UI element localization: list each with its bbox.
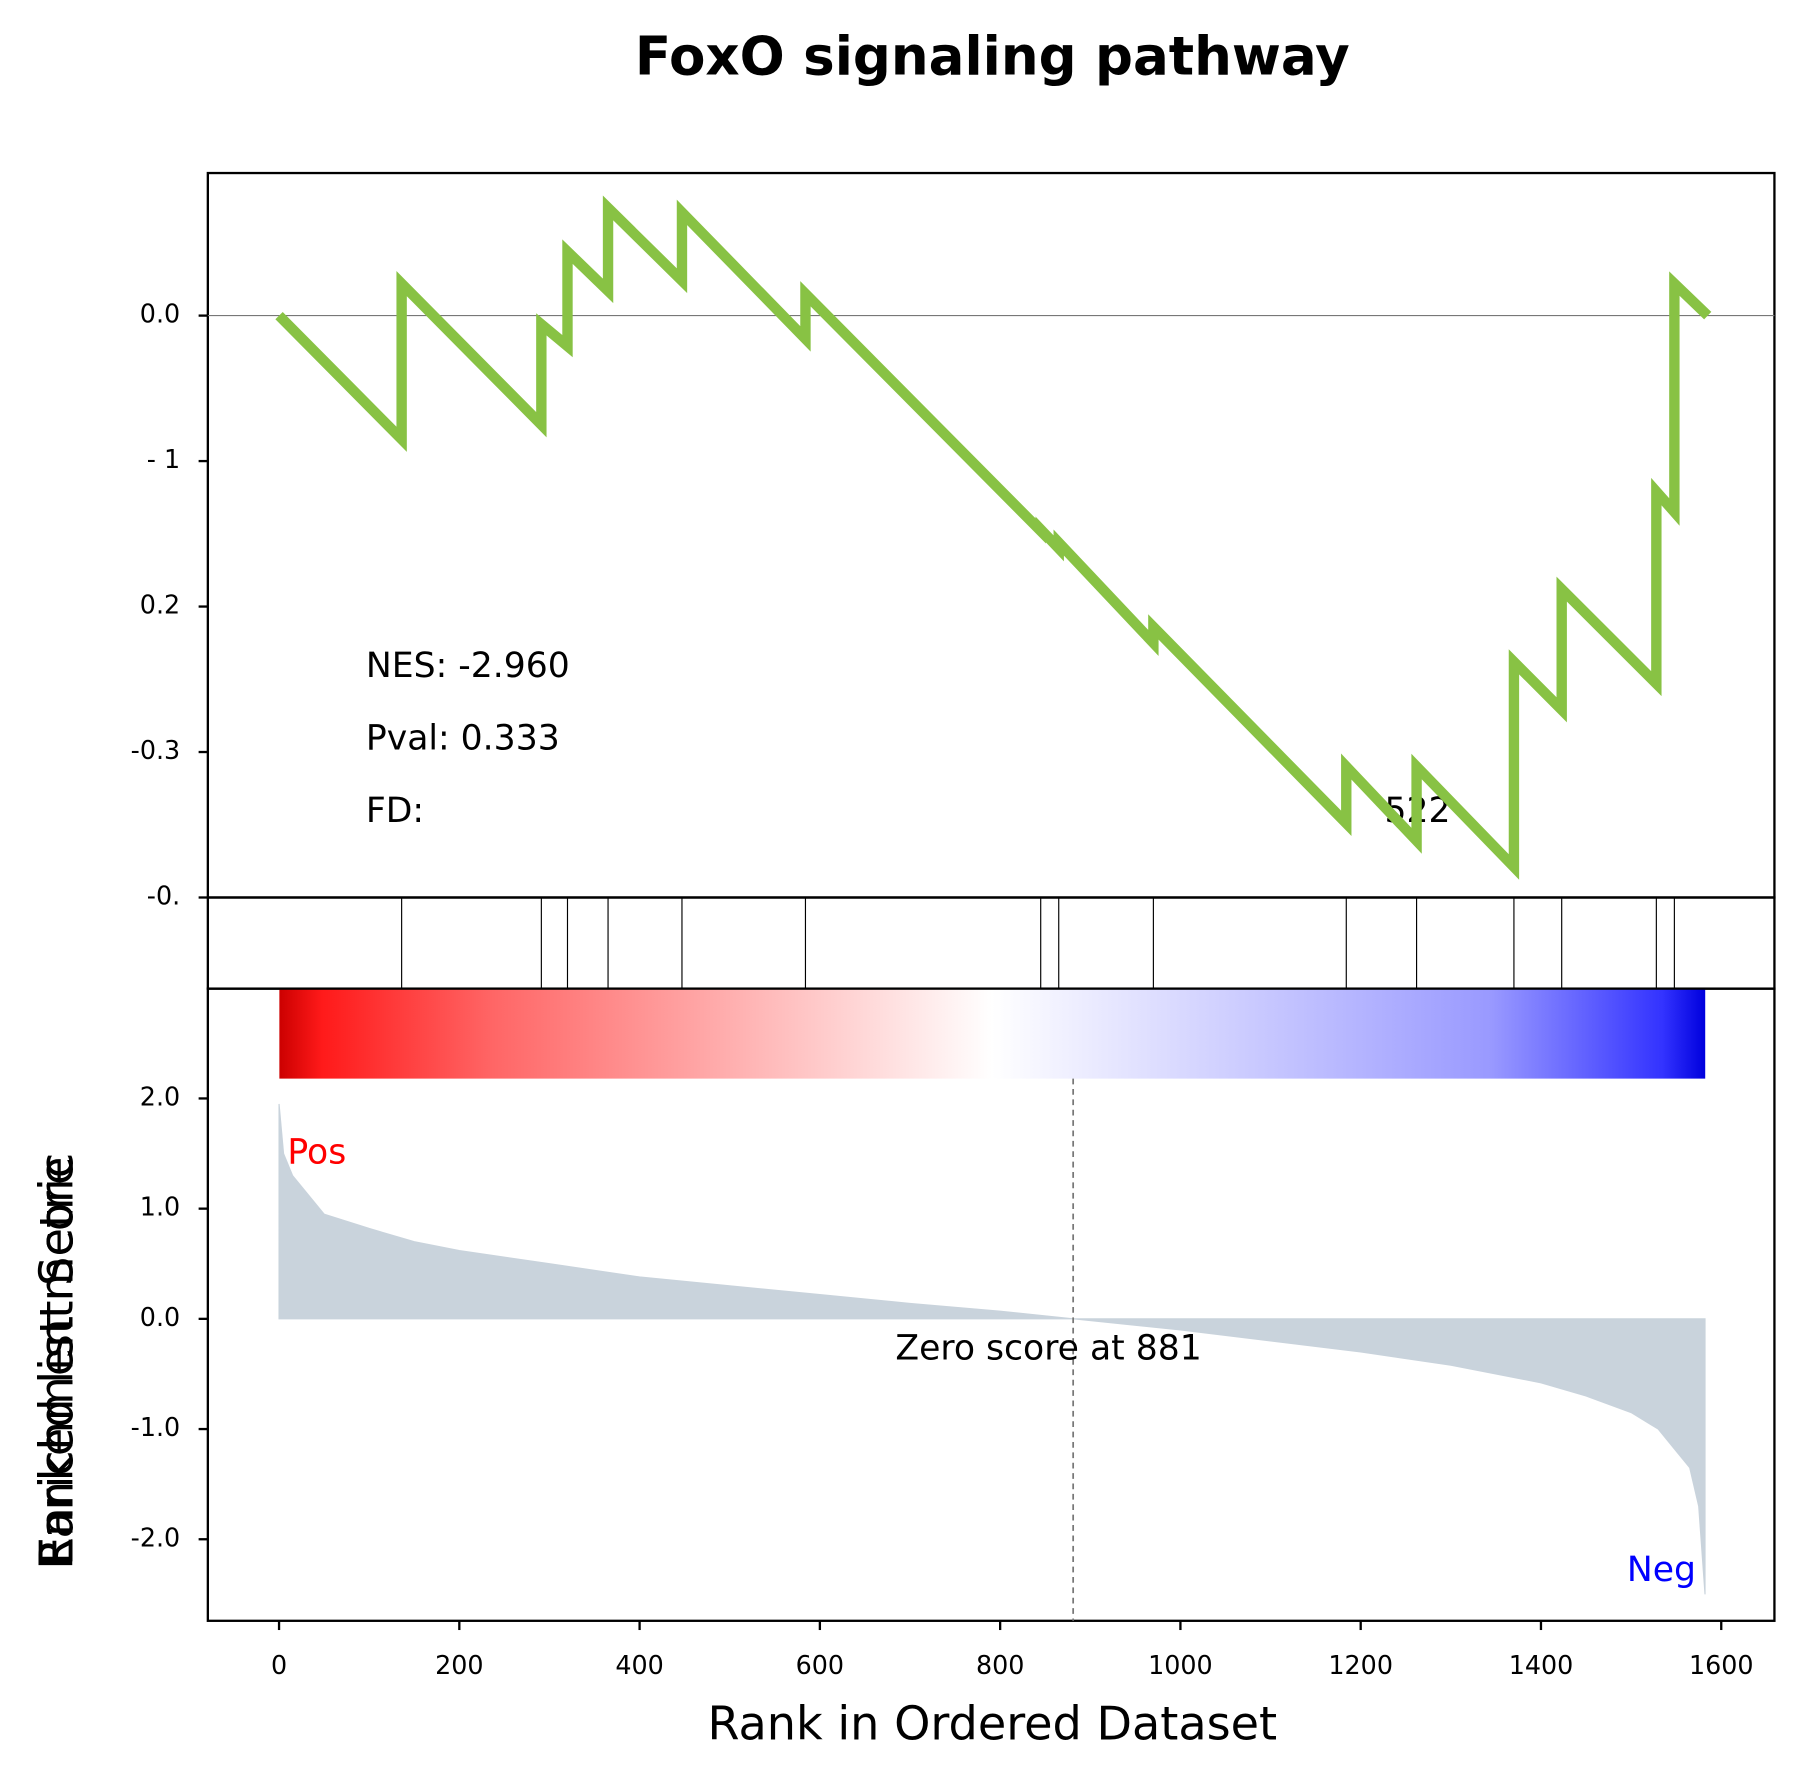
y-tick-label: -0. [147, 880, 180, 910]
x-tick-label: 1000 [1148, 1650, 1213, 1680]
annotation: Zero score at 881 [895, 1329, 1201, 1369]
annotation: Pval: 0.333 [366, 718, 560, 758]
metric-area [278, 1103, 1706, 1595]
y-tick-label: 0.0 [140, 299, 180, 329]
hit-frame [206, 896, 1776, 990]
x-tick-label: 0 [271, 1650, 287, 1680]
annotation: Neg [1627, 1550, 1696, 1590]
annotation: FD: [366, 791, 424, 831]
y-tick-label: 0.0 [140, 1302, 180, 1332]
es-frame [206, 171, 1776, 899]
es-line [275, 195, 1712, 880]
y-tick-label: -2.0 [131, 1522, 180, 1552]
y-tick-label: 2.0 [140, 1081, 180, 1111]
y-tick-label: 1.0 [140, 1192, 180, 1222]
x-tick-label: 200 [435, 1650, 483, 1680]
x-tick-label: 1600 [1689, 1650, 1754, 1680]
x-tick-label: 800 [976, 1650, 1024, 1680]
x-tick-label: 1200 [1328, 1650, 1393, 1680]
x-tick-label: 1400 [1509, 1650, 1574, 1680]
metric-frame [206, 987, 1776, 1622]
y-axis-label: Enrichment Score [30, 1157, 84, 1566]
annotation: Pos [287, 1133, 346, 1173]
es-annotations: NES: -2.960 Pval: 0.333 FD: 522 [366, 646, 1451, 831]
x-tick-label: 600 [796, 1650, 844, 1680]
annotation: NES: -2.960 [366, 646, 570, 686]
y-tick-label: - 1 [147, 444, 180, 474]
y-tick-label: -0.3 [131, 735, 180, 765]
y-tick-label: -1.0 [131, 1412, 180, 1442]
x-axis-label: Rank in Ordered Dataset [707, 1696, 1277, 1750]
colorbar [279, 988, 1706, 1079]
y-tick-label: 0.2 [140, 590, 180, 620]
chart-title: FoxO signaling pathway [635, 26, 1350, 88]
y-axis-label: Ranked list metric [30, 1153, 84, 1570]
x-tick-label: 400 [615, 1650, 663, 1680]
